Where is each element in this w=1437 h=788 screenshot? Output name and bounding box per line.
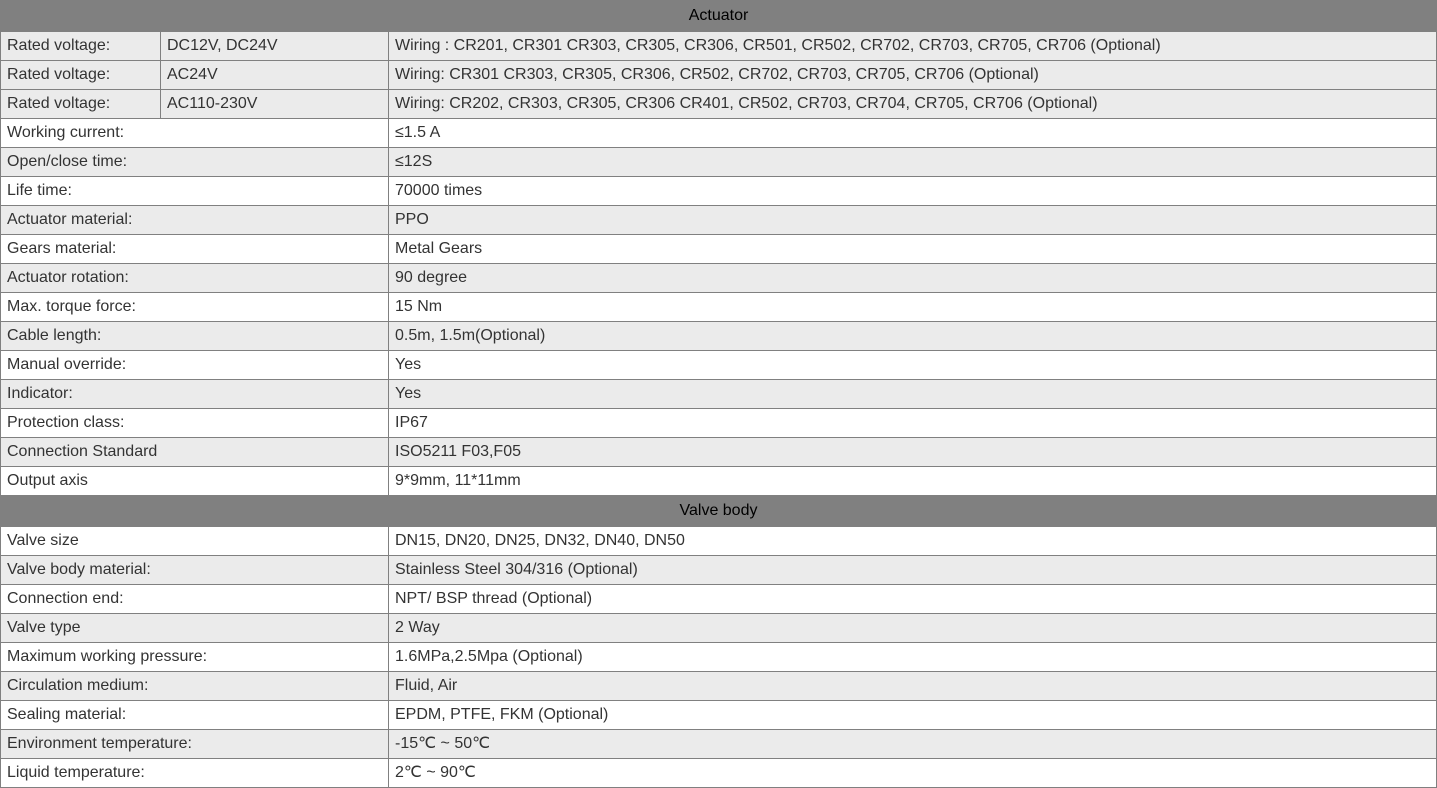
spec-label: Valve body material:	[1, 556, 389, 585]
table-row: Output axis9*9mm, 11*11mm	[1, 467, 1437, 496]
spec-label: Rated voltage:	[1, 61, 161, 90]
spec-label: Rated voltage:	[1, 32, 161, 61]
section-title: Actuator	[1, 1, 1437, 32]
table-row: Actuator material:PPO	[1, 206, 1437, 235]
table-row: Connection StandardISO5211 F03,F05	[1, 438, 1437, 467]
spec-table-body: ActuatorRated voltage:DC12V, DC24VWiring…	[1, 1, 1437, 788]
table-row: Rated voltage:AC24VWiring: CR301 CR303, …	[1, 61, 1437, 90]
spec-label: Circulation medium:	[1, 672, 389, 701]
spec-value: 90 degree	[389, 264, 1437, 293]
table-row: Open/close time:≤12S	[1, 148, 1437, 177]
spec-value: Yes	[389, 351, 1437, 380]
spec-label: Gears material:	[1, 235, 389, 264]
spec-value: Wiring: CR301 CR303, CR305, CR306, CR502…	[389, 61, 1437, 90]
table-row: Maximum working pressure:1.6MPa,2.5Mpa (…	[1, 643, 1437, 672]
spec-value: ISO5211 F03,F05	[389, 438, 1437, 467]
spec-value: 9*9mm, 11*11mm	[389, 467, 1437, 496]
spec-table: ActuatorRated voltage:DC12V, DC24VWiring…	[0, 0, 1437, 788]
spec-value: EPDM, PTFE, FKM (Optional)	[389, 701, 1437, 730]
spec-label: Indicator:	[1, 380, 389, 409]
spec-value: Wiring: CR202, CR303, CR305, CR306 CR401…	[389, 90, 1437, 119]
table-row: Valve type2 Way	[1, 614, 1437, 643]
spec-value: 70000 times	[389, 177, 1437, 206]
spec-label: Actuator rotation:	[1, 264, 389, 293]
spec-label: Open/close time:	[1, 148, 389, 177]
spec-label: Rated voltage:	[1, 90, 161, 119]
spec-label: Output axis	[1, 467, 389, 496]
spec-value: PPO	[389, 206, 1437, 235]
spec-value: -15℃ ~ 50℃	[389, 730, 1437, 759]
spec-value: ≤12S	[389, 148, 1437, 177]
spec-value: 0.5m, 1.5m(Optional)	[389, 322, 1437, 351]
spec-label: Manual override:	[1, 351, 389, 380]
spec-value: Yes	[389, 380, 1437, 409]
spec-value: Stainless Steel 304/316 (Optional)	[389, 556, 1437, 585]
spec-label: Maximum working pressure:	[1, 643, 389, 672]
section-header: Actuator	[1, 1, 1437, 32]
table-row: Indicator:Yes	[1, 380, 1437, 409]
table-row: Gears material:Metal Gears	[1, 235, 1437, 264]
spec-label: Connection end:	[1, 585, 389, 614]
table-row: Rated voltage:DC12V, DC24VWiring : CR201…	[1, 32, 1437, 61]
table-row: Valve sizeDN15, DN20, DN25, DN32, DN40, …	[1, 527, 1437, 556]
table-row: Circulation medium:Fluid, Air	[1, 672, 1437, 701]
table-row: Sealing material:EPDM, PTFE, FKM (Option…	[1, 701, 1437, 730]
table-row: Liquid temperature:2℃ ~ 90℃	[1, 759, 1437, 788]
spec-value: Fluid, Air	[389, 672, 1437, 701]
table-row: Connection end:NPT/ BSP thread (Optional…	[1, 585, 1437, 614]
spec-value: NPT/ BSP thread (Optional)	[389, 585, 1437, 614]
table-row: Actuator rotation:90 degree	[1, 264, 1437, 293]
spec-value: 1.6MPa,2.5Mpa (Optional)	[389, 643, 1437, 672]
spec-value: IP67	[389, 409, 1437, 438]
spec-sublabel: AC24V	[161, 61, 389, 90]
section-header: Valve body	[1, 496, 1437, 527]
spec-value: 2℃ ~ 90℃	[389, 759, 1437, 788]
table-row: Rated voltage:AC110-230VWiring: CR202, C…	[1, 90, 1437, 119]
spec-value: Wiring : CR201, CR301 CR303, CR305, CR30…	[389, 32, 1437, 61]
table-row: Cable length:0.5m, 1.5m(Optional)	[1, 322, 1437, 351]
spec-sublabel: DC12V, DC24V	[161, 32, 389, 61]
spec-label: Protection class:	[1, 409, 389, 438]
spec-value: 15 Nm	[389, 293, 1437, 322]
table-row: Max. torque force:15 Nm	[1, 293, 1437, 322]
spec-value: 2 Way	[389, 614, 1437, 643]
spec-label: Life time:	[1, 177, 389, 206]
spec-label: Actuator material:	[1, 206, 389, 235]
table-row: Life time:70000 times	[1, 177, 1437, 206]
table-row: Working current:≤1.5 A	[1, 119, 1437, 148]
spec-value: Metal Gears	[389, 235, 1437, 264]
spec-value: DN15, DN20, DN25, DN32, DN40, DN50	[389, 527, 1437, 556]
spec-label: Sealing material:	[1, 701, 389, 730]
spec-sublabel: AC110-230V	[161, 90, 389, 119]
spec-value: ≤1.5 A	[389, 119, 1437, 148]
table-row: Manual override:Yes	[1, 351, 1437, 380]
spec-label: Liquid temperature:	[1, 759, 389, 788]
spec-label: Valve type	[1, 614, 389, 643]
spec-label: Cable length:	[1, 322, 389, 351]
spec-label: Environment temperature:	[1, 730, 389, 759]
section-title: Valve body	[1, 496, 1437, 527]
spec-label: Connection Standard	[1, 438, 389, 467]
table-row: Environment temperature: -15℃ ~ 50℃	[1, 730, 1437, 759]
spec-label: Valve size	[1, 527, 389, 556]
spec-label: Max. torque force:	[1, 293, 389, 322]
table-row: Valve body material:Stainless Steel 304/…	[1, 556, 1437, 585]
spec-label: Working current:	[1, 119, 389, 148]
table-row: Protection class:IP67	[1, 409, 1437, 438]
